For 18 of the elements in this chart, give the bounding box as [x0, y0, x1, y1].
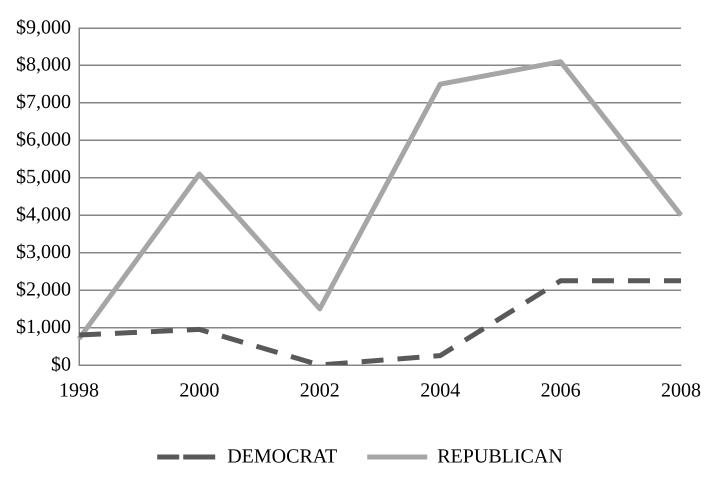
y-tick-label: $2,000 — [16, 278, 71, 300]
y-tick-label: $4,000 — [16, 203, 71, 226]
x-tick-label: 2006 — [540, 379, 581, 402]
y-tick-label: $0 — [51, 353, 71, 376]
legend-label: DEMOCRAT — [227, 445, 338, 468]
x-tick-label: 2008 — [661, 379, 701, 402]
x-tick-label: 2004 — [420, 379, 460, 402]
x-tick-label: 1998 — [59, 379, 99, 402]
legend-label: REPUBLICAN — [437, 445, 563, 468]
y-tick-label: $9,000 — [16, 16, 71, 38]
x-tick-label: 2002 — [300, 379, 340, 402]
y-tick-label: $8,000 — [16, 54, 71, 76]
y-tick-label: $5,000 — [16, 166, 71, 188]
y-tick-label: $3,000 — [16, 240, 71, 263]
x-tick-label: 2000 — [179, 379, 220, 402]
y-tick-label: $7,000 — [16, 91, 71, 114]
y-tick-label: $6,000 — [16, 128, 71, 151]
y-tick-label: $1,000 — [16, 316, 71, 338]
